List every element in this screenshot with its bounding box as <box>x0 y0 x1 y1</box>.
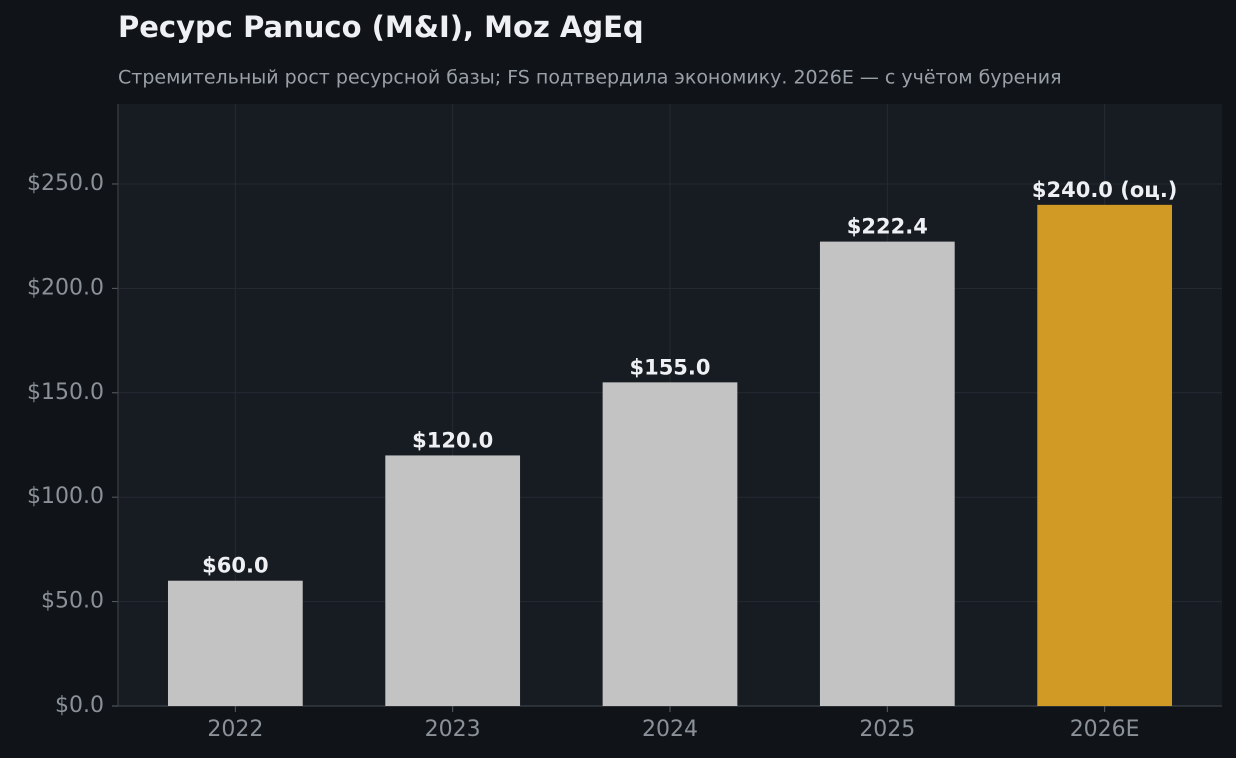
x-tick-label: 2022 <box>207 717 263 742</box>
y-tick-label: $250.0 <box>27 171 104 196</box>
bar <box>819 241 955 707</box>
y-tick-label: $200.0 <box>27 275 104 300</box>
value-label: $120.0 <box>412 428 493 452</box>
bar <box>167 580 303 706</box>
x-tick-label: 2026E <box>1070 717 1140 742</box>
y-tick-label: $100.0 <box>27 484 104 509</box>
value-label: $60.0 <box>202 554 268 578</box>
value-label: $222.4 <box>847 215 928 239</box>
value-label: $240.0 (оц.) <box>1032 178 1178 202</box>
y-tick-label: $150.0 <box>27 380 104 405</box>
bar <box>385 455 521 706</box>
x-tick-label: 2025 <box>859 717 915 742</box>
value-label: $155.0 <box>629 355 710 379</box>
x-tick-label: 2023 <box>425 717 481 742</box>
y-tick-label: $0.0 <box>55 693 104 718</box>
x-tick-label: 2024 <box>642 717 698 742</box>
bar <box>602 382 738 706</box>
chart-subtitle: Стремительный рост ресурсной базы; FS по… <box>118 67 1062 89</box>
chart-title: Ресурс Panuco (M&I), Moz AgEq <box>118 10 644 44</box>
bar <box>1037 204 1173 707</box>
y-tick-label: $50.0 <box>41 589 104 614</box>
